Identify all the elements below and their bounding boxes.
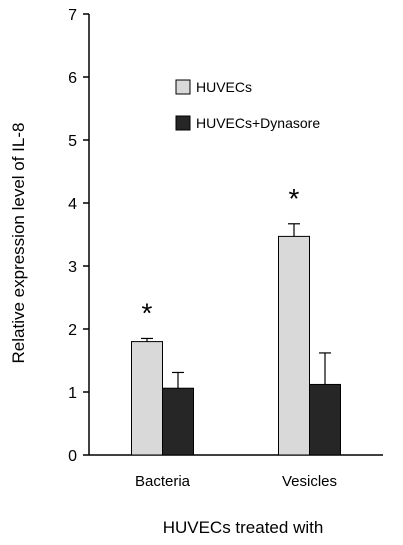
- bar: [162, 387, 194, 456]
- error-bars: [141, 223, 331, 389]
- y-tick-label: 3: [68, 259, 77, 276]
- x-category-label: Bacteria: [135, 473, 191, 490]
- y-tick-label: 7: [68, 7, 77, 24]
- legend-label: HUVECs+Dynasore: [196, 115, 320, 131]
- significance-marks: **: [142, 183, 300, 329]
- y-tick-label: 5: [68, 133, 77, 150]
- x-category-label: Vesicles: [282, 473, 337, 490]
- y-tick-label: 2: [68, 322, 77, 339]
- y-axis: 0 1 2 3 4 5 6 7: [68, 7, 90, 465]
- legend: HUVECs HUVECs+Dynasore: [175, 79, 320, 131]
- y-tick-label: 4: [68, 196, 77, 213]
- legend-swatch: [175, 79, 191, 95]
- y-tick-label: 1: [68, 385, 77, 402]
- y-tick-label: 6: [68, 70, 77, 87]
- x-axis-title: HUVECs treated with: [163, 518, 324, 537]
- legend-swatch: [175, 115, 191, 131]
- bars: [131, 235, 341, 456]
- x-axis: Bacteria Vesicles: [89, 454, 383, 490]
- y-axis-title: Relative expression level of IL-8: [9, 123, 28, 364]
- legend-label: HUVECs: [196, 79, 252, 95]
- significance-star: *: [289, 183, 300, 214]
- y-tick-label: 0: [68, 448, 77, 465]
- bar: [309, 383, 341, 456]
- bar: [131, 341, 163, 456]
- significance-star: *: [142, 297, 153, 328]
- bar: [278, 235, 310, 456]
